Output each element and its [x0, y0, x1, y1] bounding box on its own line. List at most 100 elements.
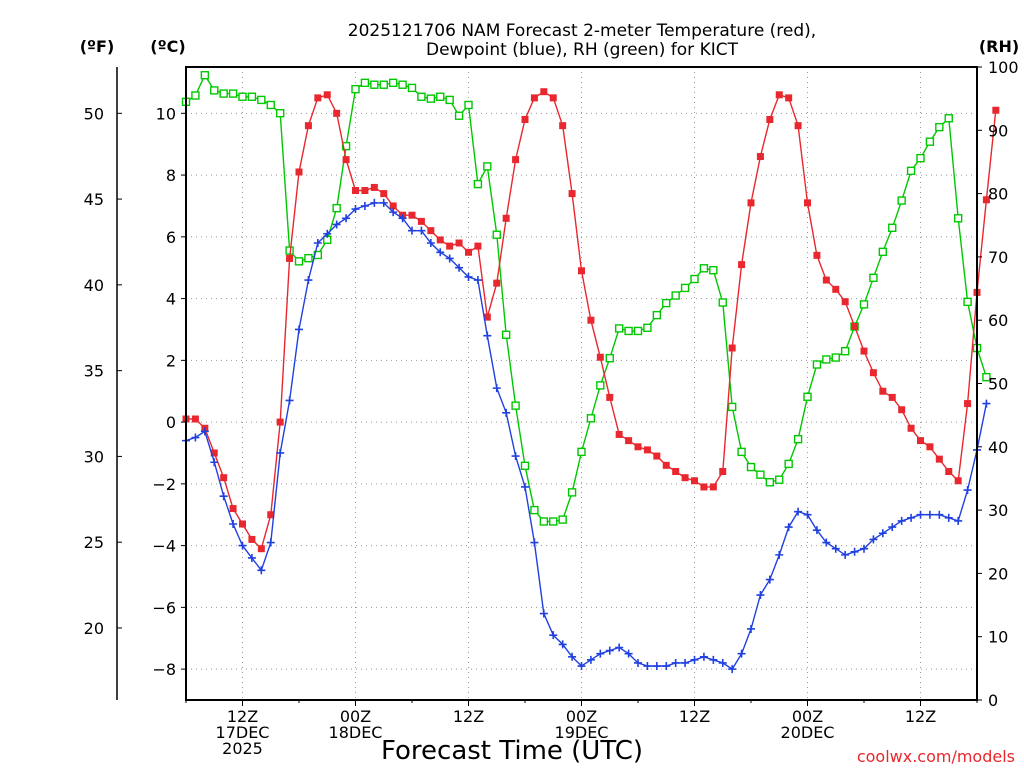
rh-tick-label: 70 — [988, 248, 1008, 267]
time-tick-label: 19DEC — [555, 723, 609, 742]
temperature-point — [653, 452, 661, 460]
temperature-point — [992, 106, 1000, 114]
temperature-point — [408, 211, 416, 219]
dewpoint-point — [728, 665, 737, 674]
temperature-point — [926, 443, 934, 451]
dewpoint-point — [191, 433, 200, 442]
rh-point — [558, 515, 567, 524]
fahrenheit-tick-label: 25 — [84, 533, 104, 552]
temperature-point — [813, 251, 821, 259]
temperature-point — [210, 449, 218, 457]
celsius-tick-label: 2 — [166, 351, 176, 370]
temperature-point — [314, 94, 322, 102]
temperature-point — [436, 236, 444, 244]
rh-point — [643, 323, 652, 332]
rh-point — [680, 283, 690, 293]
temperature-point — [643, 446, 651, 454]
rh-point — [436, 92, 445, 101]
temperature-point — [672, 468, 680, 476]
rh-point — [784, 459, 793, 469]
temperature-point — [625, 437, 633, 445]
rh-point — [219, 89, 228, 98]
dewpoint-point — [492, 384, 501, 393]
fahrenheit-tick-label: 40 — [84, 276, 104, 295]
temperature-point — [229, 505, 237, 513]
dewpoint-point — [351, 205, 360, 214]
rh-point — [492, 230, 501, 239]
rh-point — [859, 300, 869, 309]
dewpoint-point — [794, 507, 803, 516]
fahrenheit-tick-label: 20 — [84, 619, 104, 638]
temperature-point — [493, 279, 501, 287]
dewpoint-point — [577, 662, 586, 671]
dewpoint-point — [530, 538, 539, 547]
rh-point — [228, 89, 238, 98]
temperature-point — [530, 94, 538, 102]
rh-point — [596, 381, 605, 390]
dewpoint-series — [182, 198, 991, 674]
temperature-point — [917, 437, 924, 445]
celsius-tick-label: −4 — [152, 537, 176, 556]
dewpoint-point — [521, 482, 529, 491]
temperature-point — [267, 511, 275, 519]
rh-point — [445, 95, 454, 105]
rh-point — [238, 92, 247, 101]
rh-point — [803, 392, 812, 401]
rh-point — [831, 353, 840, 362]
temperature-point — [606, 393, 614, 401]
rh-point — [869, 273, 878, 282]
temperature-point — [587, 316, 595, 324]
fahrenheit-unit-label: (ºF) — [80, 37, 115, 56]
celsius-unit-label: (ºC) — [150, 37, 185, 56]
x-axis-title: Forecast Time (UTC) — [381, 736, 643, 766]
rh-point — [304, 253, 313, 263]
rh-point — [793, 435, 803, 444]
dewpoint-point — [502, 408, 511, 417]
rh-point — [539, 517, 549, 526]
rh-point — [756, 470, 765, 479]
credit-label: coolwx.com/models — [857, 747, 1015, 766]
celsius-tick-label: 0 — [166, 413, 176, 432]
dewpoint-point — [483, 331, 492, 340]
dewpoint-point — [295, 325, 303, 334]
rh-point — [662, 298, 671, 308]
temperature-point — [766, 115, 774, 123]
temperature-point — [634, 443, 642, 451]
rh-tick-label: 100 — [988, 58, 1019, 77]
rh-point — [633, 326, 643, 336]
temperature-point — [474, 242, 482, 250]
rh-point — [586, 414, 596, 423]
rh-point — [379, 80, 388, 89]
dewpoint-point — [878, 529, 887, 538]
rh-point — [567, 488, 577, 497]
temperature-point — [502, 214, 510, 222]
dewpoint-point — [370, 198, 379, 207]
rh-point — [360, 78, 370, 88]
dewpoint-point — [436, 248, 445, 257]
dewpoint-point — [389, 208, 398, 217]
rh-point — [671, 291, 680, 300]
temperature-point — [851, 322, 859, 330]
rh-point — [275, 109, 285, 118]
dewpoint-point — [944, 513, 953, 522]
dewpoint-point — [426, 239, 435, 248]
dewpoint-point — [323, 229, 332, 238]
rh-point — [294, 257, 304, 266]
dewpoint-point — [699, 652, 708, 661]
rh-point — [709, 265, 718, 275]
temperature-point — [860, 347, 868, 355]
rh-point — [398, 80, 407, 89]
dewpoint-point — [445, 254, 454, 263]
temperature-point — [945, 468, 953, 476]
rh-point — [765, 478, 775, 487]
rh-point — [257, 95, 266, 105]
temperature-point — [512, 156, 520, 164]
dewpoint-point — [775, 550, 784, 559]
temperature-point — [964, 400, 972, 408]
temperature-point — [709, 483, 717, 491]
temperature-point — [568, 190, 576, 198]
time-tick-label: 18DEC — [329, 723, 383, 742]
dewpoint-point — [568, 652, 577, 661]
dewpoint-point — [718, 658, 727, 667]
